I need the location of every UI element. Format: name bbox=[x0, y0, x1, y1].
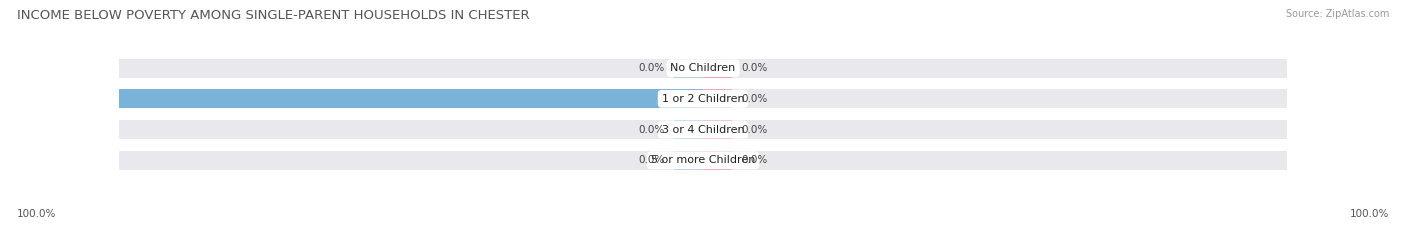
Bar bbox=[703, 120, 733, 139]
Text: 0.0%: 0.0% bbox=[741, 124, 768, 134]
Text: No Children: No Children bbox=[671, 63, 735, 73]
Bar bbox=[120, 89, 703, 108]
Text: 1 or 2 Children: 1 or 2 Children bbox=[662, 94, 744, 104]
Text: 100.0%: 100.0% bbox=[76, 94, 120, 104]
Text: 0.0%: 0.0% bbox=[741, 155, 768, 165]
Text: 100.0%: 100.0% bbox=[17, 209, 56, 219]
Bar bbox=[703, 58, 733, 78]
Text: 0.0%: 0.0% bbox=[638, 124, 665, 134]
Bar bbox=[703, 151, 733, 170]
Bar bbox=[673, 151, 703, 170]
Text: 5 or more Children: 5 or more Children bbox=[651, 155, 755, 165]
Bar bbox=[703, 89, 733, 108]
Text: 0.0%: 0.0% bbox=[741, 94, 768, 104]
Text: 3 or 4 Children: 3 or 4 Children bbox=[662, 124, 744, 134]
Bar bbox=[120, 89, 1286, 108]
Text: 0.0%: 0.0% bbox=[741, 63, 768, 73]
Text: 0.0%: 0.0% bbox=[638, 155, 665, 165]
Text: 100.0%: 100.0% bbox=[1350, 209, 1389, 219]
Bar bbox=[673, 120, 703, 139]
Bar bbox=[120, 89, 703, 108]
Text: Source: ZipAtlas.com: Source: ZipAtlas.com bbox=[1285, 9, 1389, 19]
Bar bbox=[120, 120, 1286, 139]
Bar bbox=[673, 58, 703, 78]
Text: 0.0%: 0.0% bbox=[638, 63, 665, 73]
Bar bbox=[120, 58, 1286, 78]
Text: INCOME BELOW POVERTY AMONG SINGLE-PARENT HOUSEHOLDS IN CHESTER: INCOME BELOW POVERTY AMONG SINGLE-PARENT… bbox=[17, 9, 530, 22]
Bar bbox=[120, 151, 1286, 170]
